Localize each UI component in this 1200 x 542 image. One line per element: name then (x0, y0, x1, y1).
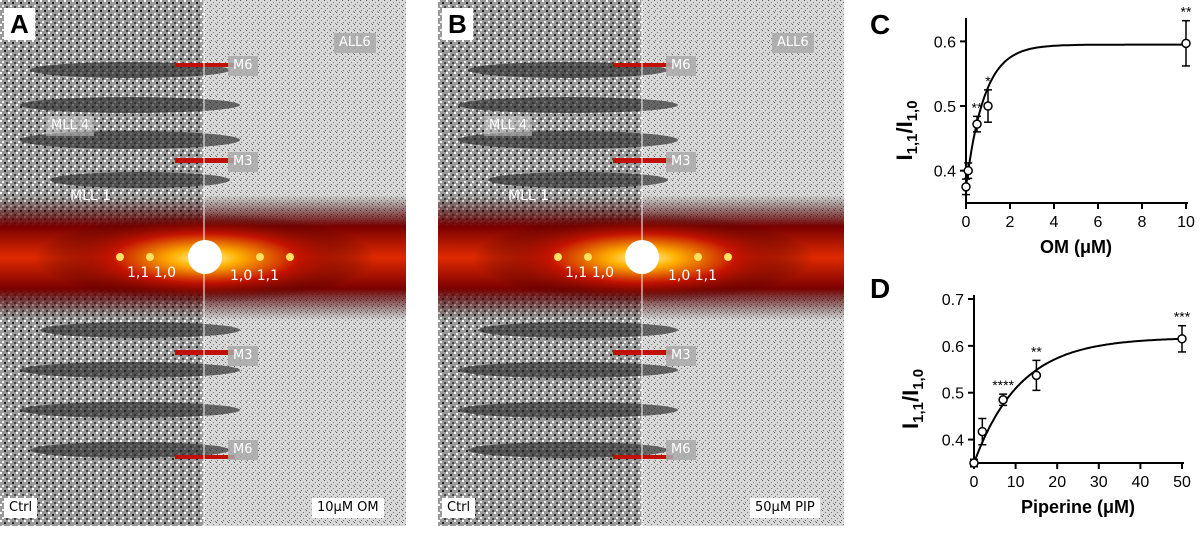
label-all6: ALL6 (772, 33, 814, 53)
significance-label: *** (1174, 309, 1191, 325)
fit-curve (965, 43, 1186, 187)
label-condition-right: 10μM OM (312, 498, 384, 518)
label-m3-top: M3 (666, 152, 696, 172)
significance-label: ** (1031, 343, 1042, 359)
label-condition-left: Ctrl (4, 498, 38, 518)
label-all6: ALL6 (334, 33, 376, 53)
fit-curve (973, 337, 1183, 464)
panel-letter-c: C (870, 9, 890, 40)
diffraction-panel-a: A ALL6 M6 MLL 4 M3 MLL 1 1,1 1,0 1,0 1,1… (0, 0, 406, 526)
significance-label: ** (1181, 4, 1192, 20)
label-reflections-right: 1,0 1,1 (668, 268, 717, 284)
label-m6-bottom: M6 (666, 440, 696, 460)
data-point (961, 182, 971, 192)
label-m6-top: M6 (666, 56, 696, 76)
x-tick-label: 0 (962, 214, 971, 231)
label-mll1: MLL 1 (70, 188, 112, 204)
x-tick-label: 2 (1006, 214, 1015, 231)
label-mll4: MLL 4 (46, 116, 95, 136)
data-point (1031, 370, 1042, 381)
x-tick-label: 4 (1050, 214, 1059, 231)
x-tick-label: 10 (1007, 474, 1025, 491)
label-m6-top: M6 (228, 56, 258, 76)
x-tick-label: 20 (1048, 474, 1066, 491)
panel-letter-a: A (4, 8, 35, 40)
x-tick-label: 30 (1090, 474, 1108, 491)
data-point (998, 394, 1008, 405)
panel-letter-d: D (870, 273, 890, 304)
x-tick-label: 50 (1173, 474, 1191, 491)
significance-label: * (985, 73, 991, 89)
diffraction-panel-b: B ALL6 M6 MLL 4 M3 MLL 1 1,1 1,0 1,0 1,1… (438, 0, 844, 526)
x-axis-label: Piperine (μM) (1021, 497, 1135, 517)
label-m3-bottom: M3 (666, 346, 696, 366)
label-reflections-left: 1,1 1,0 (127, 265, 176, 281)
label-mll4: MLL 4 (484, 116, 533, 136)
y-tick-label: 0.4 (934, 164, 956, 181)
label-m6-bottom: M6 (228, 440, 258, 460)
y-tick-label: 0.7 (942, 292, 964, 309)
panel-letter-b: B (442, 8, 473, 40)
chart-d: D 0 10 20 30 40 50 0.4 0.5 0.6 0.7 Piperine (μM) I1,… (870, 273, 1191, 517)
label-m3-bottom: M3 (228, 346, 258, 366)
data-point (963, 165, 973, 176)
significance-label: ** (972, 99, 983, 115)
data-point (977, 426, 988, 437)
diffraction-pattern-b (438, 0, 844, 526)
y-tick-label: 0.5 (934, 99, 956, 116)
x-tick-label: 10 (1177, 214, 1195, 231)
x-tick-label: 6 (1094, 214, 1103, 231)
x-tick-label: 0 (970, 474, 979, 491)
label-mll1: MLL 1 (508, 188, 550, 204)
data-point (969, 458, 979, 468)
diffraction-pattern-a (0, 0, 406, 526)
chart-c: C0 2 4 6 8 100.40.50.6OM (μM)I1,1/I1,0 ***** (870, 4, 1195, 257)
data-point (972, 119, 982, 129)
y-tick-label: 0.4 (942, 433, 964, 450)
x-axis-label: OM (μM) (1040, 237, 1112, 257)
label-m3-top: M3 (228, 152, 258, 172)
y-tick-label: 0.5 (942, 386, 964, 403)
x-tick-label: 40 (1132, 474, 1150, 491)
significance-label: **** (992, 377, 1014, 393)
y-tick-label: 0.6 (934, 34, 956, 51)
label-reflections-left: 1,1 1,0 (565, 265, 614, 281)
y-axis-label: I1,1/I1,0 (898, 369, 927, 429)
y-tick-label: 0.6 (942, 339, 964, 356)
label-condition-left: Ctrl (442, 498, 476, 518)
label-reflections-right: 1,0 1,1 (230, 268, 279, 284)
label-condition-right: 50μM PIP (750, 498, 820, 518)
data-point (983, 101, 993, 111)
y-axis-label: I1,1/I1,0 (892, 100, 921, 160)
x-tick-label: 8 (1138, 214, 1147, 231)
data-point (1181, 38, 1191, 49)
data-point (1177, 334, 1187, 344)
